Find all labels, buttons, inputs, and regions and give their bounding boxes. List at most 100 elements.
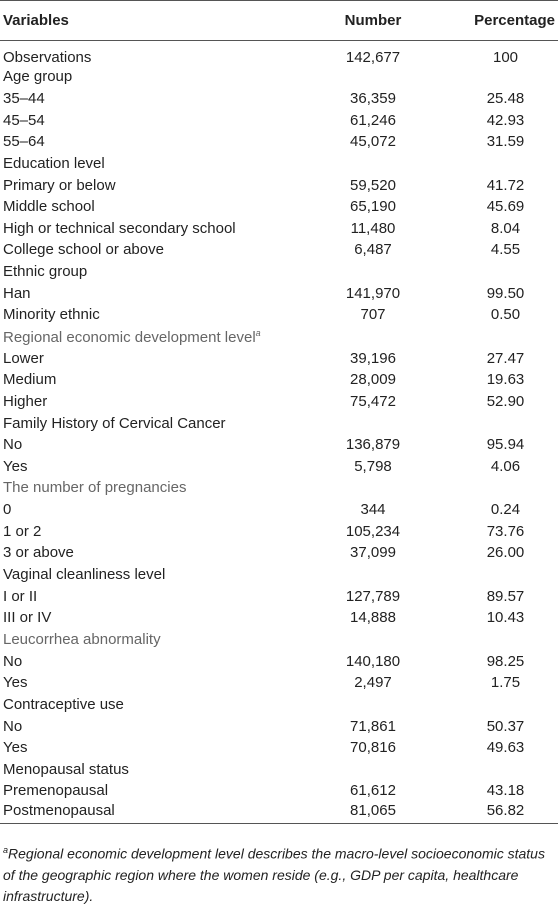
value-cell: 37,099 [350,544,396,562]
header-cell: Variables [0,0,323,41]
value-cell: 140,180 [345,652,401,670]
label-cell: Han [3,284,31,302]
data-row: Premenopausal 61,612 43.18 [0,780,558,802]
value-cell: 52.90 [486,392,525,410]
value-cell [423,153,558,175]
data-row: No 71,861 50.37 [0,715,558,737]
label-cell: High or technical secondary school [3,219,236,237]
label-cell: Middle school [3,198,95,216]
value-cell [323,694,423,716]
value-cell: 142,677 [345,49,401,66]
value-cell: 707 [360,306,386,324]
label-cell: The number of pregnancies [3,479,187,497]
value-cell [423,759,558,781]
value-cell: 10.43 [486,609,525,627]
data-row: III or IV 14,888 10.43 [0,607,558,629]
value-cell [323,412,423,434]
data-row: 3 or above 37,099 26.00 [0,542,558,564]
value-cell: 42.93 [486,111,525,129]
value-cell: 26.00 [486,544,525,562]
value-cell: 59,520 [350,176,396,194]
label-cell: Primary or below [3,176,116,194]
value-cell: 31.59 [486,133,525,151]
data-row: 35–44 36,359 25.48 [0,88,558,110]
section-row: Vaginal cleanliness level [0,564,558,586]
footnote: aRegional economic development level des… [3,840,555,907]
value-cell: 25.48 [486,89,525,107]
value-cell [423,261,558,283]
data-row: No 136,879 95.94 [0,434,558,456]
data-row: 45–54 61,246 42.93 [0,109,558,131]
value-cell: 27.47 [486,349,525,367]
data-row: Yes 5,798 4.06 [0,456,558,478]
label-cell: Family History of Cervical Cancer [3,414,226,432]
label-cell: Yes [3,457,28,475]
value-cell: 43.18 [486,782,525,800]
label-cell: Menopausal status [3,760,129,778]
data-row: 1 or 2 105,234 73.76 [0,520,558,542]
value-cell: 136,879 [345,436,401,454]
value-cell: 4.06 [490,457,521,475]
value-cell [423,66,558,88]
section-row: Family History of Cervical Cancer [0,412,558,434]
value-cell: 70,816 [350,739,396,757]
data-row: I or II 127,789 89.57 [0,585,558,607]
value-cell: 11,480 [350,219,396,237]
label-cell: Vaginal cleanliness level [3,566,166,584]
value-cell [423,477,558,499]
value-cell: 4.55 [490,241,521,259]
value-cell: 5,798 [354,457,392,475]
value-cell: 75,472 [350,392,396,410]
label-cell: 0 [3,501,12,519]
value-cell: 127,789 [345,587,401,605]
label-cell: Regional economic development levela [3,327,261,346]
data-row: Minority ethnic 707 0.50 [0,304,558,326]
label-cell: No [3,652,23,670]
label-cell: Minority ethnic [3,306,100,324]
value-cell: 45.69 [486,198,525,216]
data-row: Primary or below 59,520 41.72 [0,174,558,196]
data-row: 0 344 0.24 [0,499,558,521]
label-cell: Higher [3,392,48,410]
data-row: Han 141,970 99.50 [0,282,558,304]
value-cell: 6,487 [354,241,392,259]
section-row: Leucorrhea abnormality [0,629,558,651]
value-cell: 65,190 [350,198,396,216]
footnote-text: Regional economic development level desc… [3,845,545,904]
section-row: Ethnic group [0,261,558,283]
label-cell: Age group [3,68,73,86]
value-cell [323,326,423,348]
value-cell: 39,196 [350,349,396,367]
data-row: Yes 2,497 1.75 [0,672,558,694]
value-cell [423,694,558,716]
value-cell: 2,497 [354,674,392,692]
value-cell: 49.63 [486,739,525,757]
footnote-marker: a [3,845,9,855]
value-cell [423,326,558,348]
section-row: Contraceptive use [0,694,558,716]
value-cell: 61,612 [350,782,396,800]
label-cell: 1 or 2 [3,522,42,540]
section-row: Regional economic development levela [0,326,558,348]
value-cell [323,564,423,586]
value-cell [423,629,558,651]
value-cell: 100 [492,49,519,66]
value-cell: 45,072 [350,133,396,151]
data-row: Lower 39,196 27.47 [0,347,558,369]
value-cell: 50.37 [486,717,525,735]
value-cell [323,759,423,781]
label-cell: Medium [3,371,57,389]
label-cell: Education level [3,154,105,172]
value-cell: 73.76 [486,522,525,540]
data-row: Medium 28,009 19.63 [0,369,558,391]
section-row: Age group [0,66,558,88]
label-cell: Leucorrhea abnormality [3,630,161,648]
section-row: Education level [0,153,558,175]
data-row: Middle school 65,190 45.69 [0,196,558,218]
label-cell: I or II [3,587,38,605]
value-cell [323,477,423,499]
data-table: Variables Number Percentage Observations… [0,0,558,824]
label-cell: 3 or above [3,544,74,562]
value-cell [323,261,423,283]
